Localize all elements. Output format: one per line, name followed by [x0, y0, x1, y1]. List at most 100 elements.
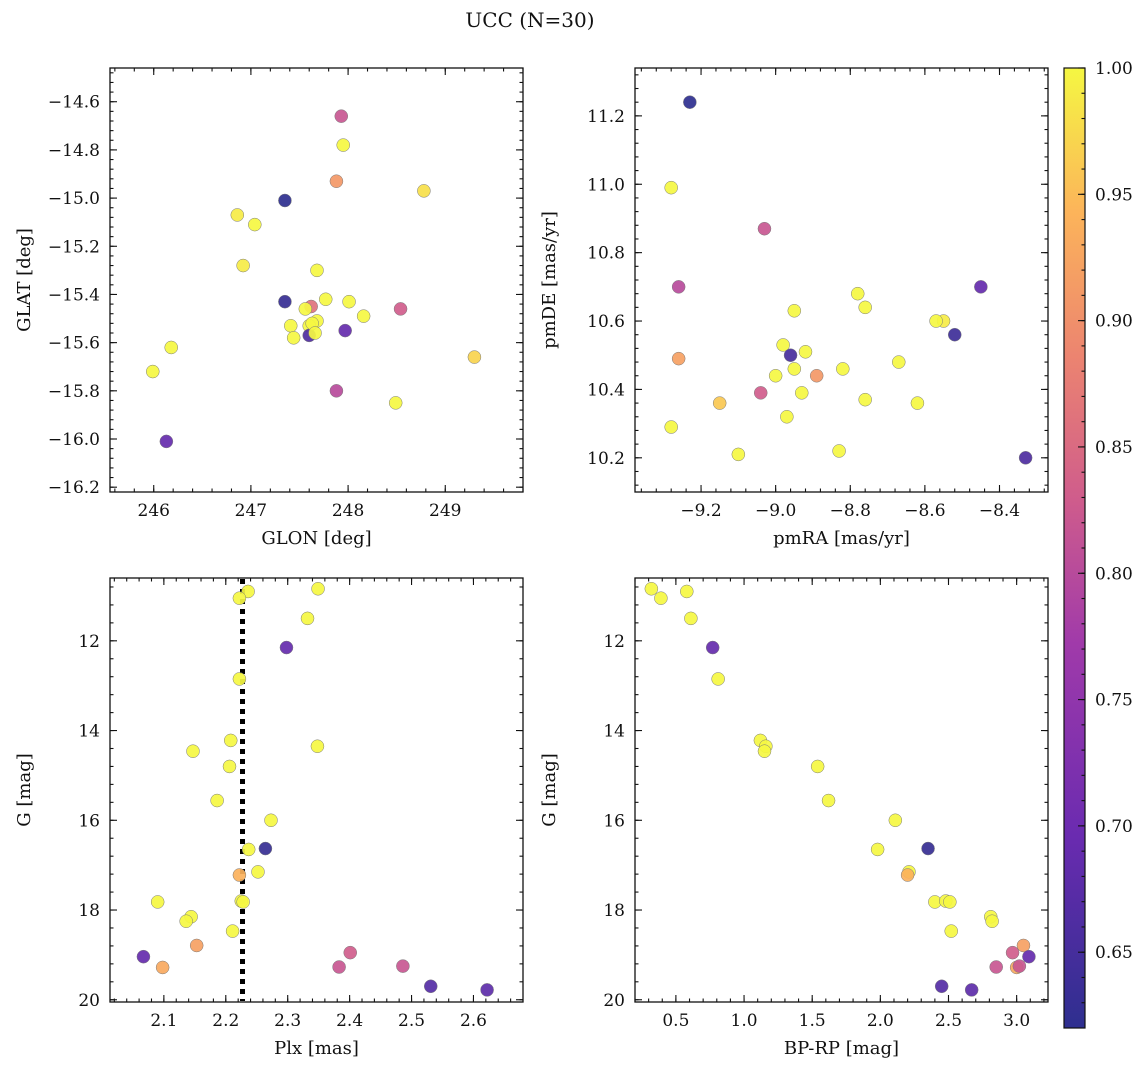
scatter-point [480, 983, 494, 997]
x-tick-label: −8.4 [979, 501, 1020, 521]
scatter-point [232, 591, 247, 605]
scatter-point [467, 350, 482, 364]
x-tick-label: 2.5 [935, 1011, 962, 1031]
scatter-point [795, 386, 809, 400]
x-tick-label: 248 [332, 501, 364, 521]
scatter-point [150, 895, 165, 909]
y-tick-label: −15.0 [48, 189, 100, 209]
colorbar-tick-label: 0.95 [1095, 185, 1133, 205]
x-tick-label: 2.2 [212, 1011, 239, 1031]
x-tick-label: 246 [138, 501, 170, 521]
scatter-point [664, 420, 678, 434]
scatter-point [298, 302, 313, 316]
scatter-point [821, 793, 836, 808]
scatter-point [964, 983, 979, 997]
scatter-point [892, 355, 906, 369]
scatter-point [396, 959, 410, 973]
scatter-point [1022, 949, 1036, 964]
scatter-point [241, 842, 256, 857]
x-tick-label: −9.2 [680, 501, 721, 521]
axes-frame [634, 577, 1049, 1003]
scatter-point [1005, 945, 1020, 960]
scatter-point [223, 733, 238, 748]
y-tick-label: 18 [603, 901, 625, 921]
scatter-point [858, 300, 872, 315]
scatter-point [684, 611, 698, 626]
y-tick-label: −15.4 [48, 285, 100, 305]
scatter-point [279, 640, 294, 655]
x-tick-label: 2.6 [460, 1011, 487, 1031]
y-axis-label: G [mag] [14, 753, 35, 826]
y-axis-label: GLAT [deg] [14, 228, 35, 332]
scatter-point [159, 434, 174, 449]
scatter-point [787, 304, 802, 318]
scatter-point [343, 945, 357, 960]
scatter-point [356, 309, 371, 323]
scatter-point [225, 924, 240, 938]
scatter-point [989, 960, 1003, 974]
scatter-point [944, 924, 958, 938]
scatter-point [780, 410, 794, 424]
scatter-point [186, 744, 200, 758]
colorbar-tick-label: 0.85 [1095, 438, 1133, 458]
x-tick-label: 249 [429, 501, 461, 521]
scatter-point [222, 759, 237, 774]
scatter-point [310, 263, 324, 278]
y-tick-label: 11.0 [587, 175, 625, 195]
scatter-point [146, 364, 160, 379]
scatter-point [136, 949, 151, 964]
scatter-point [810, 759, 825, 774]
scatter-point [332, 960, 346, 974]
scatter-point [929, 314, 943, 328]
x-tick-label: 0.5 [662, 1011, 689, 1031]
scatter-point [417, 184, 431, 198]
scatter-point [900, 868, 915, 882]
scatter-point [731, 447, 746, 462]
y-tick-label: 10.6 [587, 312, 625, 332]
x-tick-label: 2.0 [867, 1011, 894, 1031]
scatter-point [757, 221, 772, 236]
scatter-point [248, 217, 262, 232]
scatter-point [286, 331, 301, 345]
y-tick-label: 20 [78, 991, 100, 1011]
x-tick-label: 2.5 [398, 1011, 425, 1031]
y-tick-label: 10.8 [587, 244, 625, 264]
panel-proper-motion: −9.2 −9.0 −8.8 −8.6 −8.4 10.2 10.4 10.6 10.8 11.0… [539, 67, 1049, 549]
panel-sky-position: 246 247 248 249 −16.2 −16.0 −15.8 −15.6 −15.4 −15… [14, 67, 524, 549]
y-tick-label: −14.8 [48, 141, 100, 161]
axes-frame [109, 67, 524, 493]
scatter-point [921, 841, 935, 856]
y-tick-label: 20 [603, 991, 625, 1011]
scatter-point [338, 323, 352, 338]
x-axis-label: GLON [deg] [261, 528, 371, 549]
colorbar-tick-label: 0.90 [1095, 312, 1133, 332]
scatter-point [283, 319, 298, 333]
scatter-point [1012, 959, 1027, 973]
scatter-point [671, 280, 686, 294]
scatter-point [664, 180, 678, 195]
scatter-point [934, 979, 949, 994]
x-tick-label: 2.1 [150, 1011, 177, 1031]
scatter-point [342, 294, 356, 309]
scatter-point [798, 345, 813, 359]
scatter-point [910, 396, 925, 410]
y-tick-label: 10.4 [587, 380, 625, 400]
colorbar-tick-label: 0.65 [1095, 943, 1133, 963]
x-tick-label: −8.8 [830, 501, 871, 521]
panel-color-magnitude: 0.5 1.0 1.5 2.0 2.5 3.0 12 14 16 18 20 BP-RP [mag] G… [539, 577, 1049, 1059]
scatter-point [236, 258, 250, 273]
x-tick-label: 1.5 [799, 1011, 826, 1031]
scatter-point [230, 208, 245, 222]
scatter-point [423, 979, 438, 994]
scatter-point [232, 868, 247, 882]
scatter-point [947, 327, 962, 342]
scatter-point [768, 368, 783, 383]
scatter-point [888, 813, 903, 828]
y-tick-label: 12 [603, 632, 625, 652]
scatter-point [683, 95, 697, 109]
x-tick-label: −9.0 [755, 501, 796, 521]
y-tick-label: 14 [78, 722, 100, 742]
scatter-point [705, 640, 720, 655]
x-axis-label: BP-RP [mag] [784, 1038, 899, 1059]
